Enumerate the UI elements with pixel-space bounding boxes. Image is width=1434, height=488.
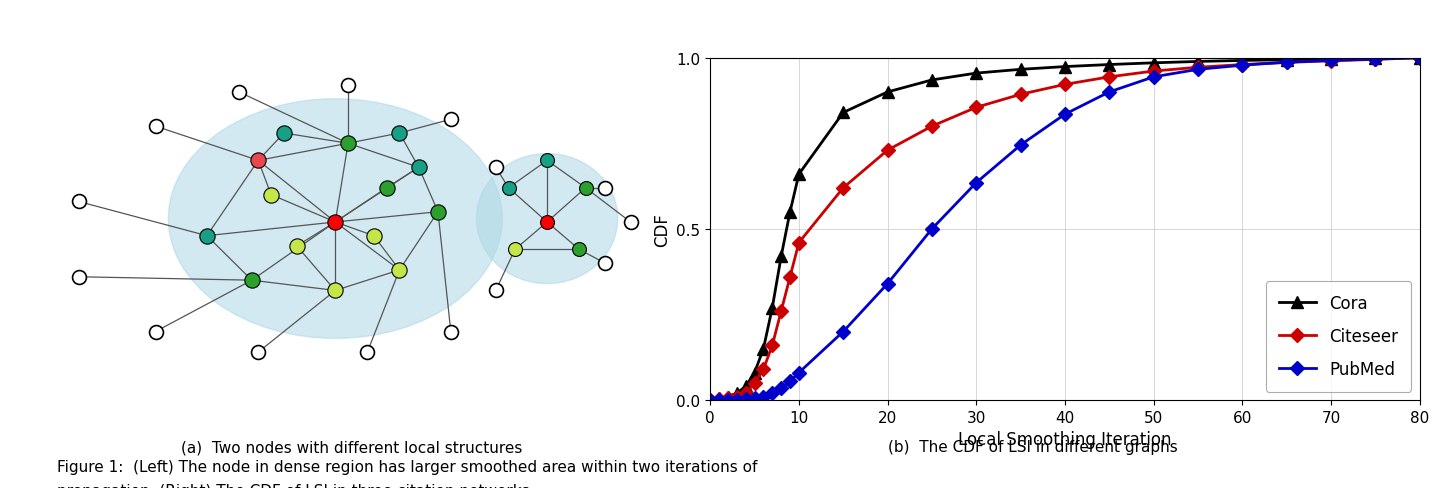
Ellipse shape [476,154,618,284]
Line: Citeseer: Citeseer [706,54,1424,405]
Text: Figure 1:  (Left) The node in dense region has larger smoothed area within two i: Figure 1: (Left) The node in dense regio… [57,459,757,474]
Text: propagation. (Right) The CDF of LSI in three citation networks.: propagation. (Right) The CDF of LSI in t… [57,483,535,488]
Citeseer [879,148,896,154]
Citeseer [1012,92,1030,98]
Citeseer [1189,65,1206,71]
Cora [701,397,718,403]
Citeseer [773,308,790,314]
Cora [1278,58,1295,63]
PubMed [728,397,746,403]
Text: (b)  The CDF of LSI in different graphs: (b) The CDF of LSI in different graphs [888,439,1177,454]
PubMed [835,329,852,335]
Cora [1012,67,1030,73]
PubMed [746,395,763,401]
PubMed [968,180,985,186]
Citeseer [701,397,718,403]
Line: PubMed: PubMed [706,54,1424,405]
Citeseer [835,185,852,191]
Citeseer [968,105,985,111]
PubMed [764,390,782,396]
Citeseer [1322,59,1339,64]
Cora [1101,62,1119,68]
PubMed [1278,60,1295,66]
Cora [782,209,799,215]
Citeseer [764,343,782,348]
PubMed [1233,63,1250,69]
PubMed [737,397,754,403]
Citeseer [1057,82,1074,88]
PubMed [773,386,790,391]
Cora [835,110,852,116]
Cora [746,370,763,376]
Cora [1057,64,1074,70]
PubMed [720,397,737,403]
Citeseer [754,366,771,372]
Cora [790,172,807,178]
PubMed [754,394,771,400]
Citeseer [1411,56,1428,61]
Citeseer [720,395,737,401]
PubMed [1189,67,1206,73]
Line: Cora: Cora [704,53,1425,406]
Citeseer [1278,61,1295,66]
Citeseer [710,397,727,403]
PubMed [782,379,799,385]
Citeseer [1144,69,1162,75]
Cora [773,254,790,260]
Citeseer [737,390,754,396]
PubMed [701,397,718,403]
Cora [968,71,985,77]
Cora [1144,61,1162,67]
PubMed [1057,112,1074,118]
Cora [923,78,941,83]
Citeseer [923,124,941,130]
Text: (a)  Two nodes with different local structures: (a) Two nodes with different local struc… [181,439,522,454]
Citeseer [782,274,799,280]
PubMed [1367,57,1384,63]
Cora [728,390,746,396]
PubMed [710,397,727,403]
Y-axis label: CDF: CDF [652,212,671,246]
Cora [1189,60,1206,65]
Citeseer [728,394,746,400]
Cora [1233,59,1250,64]
Cora [1322,57,1339,63]
PubMed [1012,142,1030,148]
Cora [1411,56,1428,61]
Cora [879,90,896,96]
Cora [754,346,771,352]
PubMed [1322,59,1339,64]
Cora [710,395,727,401]
Cora [737,384,754,389]
PubMed [923,226,941,232]
PubMed [879,281,896,287]
Legend: Cora, Citeseer, PubMed: Cora, Citeseer, PubMed [1266,282,1411,392]
Citeseer [1233,62,1250,68]
Cora [764,305,782,311]
Cora [1367,56,1384,62]
Citeseer [790,240,807,246]
PubMed [1144,75,1162,81]
Ellipse shape [168,100,502,339]
Citeseer [1101,75,1119,81]
Citeseer [1367,58,1384,63]
X-axis label: Local Smoothing Iteration: Local Smoothing Iteration [958,430,1172,448]
PubMed [1101,90,1119,96]
PubMed [1411,56,1428,61]
PubMed [790,370,807,376]
Citeseer [746,380,763,386]
Cora [720,394,737,400]
